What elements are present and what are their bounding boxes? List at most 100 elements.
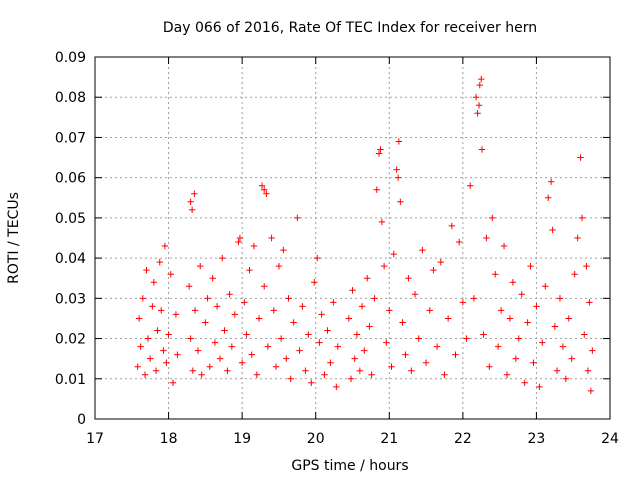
x-tick-label: 20 bbox=[307, 431, 325, 447]
y-tick-label: 0.03 bbox=[55, 291, 86, 307]
data-point bbox=[503, 371, 511, 378]
data-point bbox=[141, 371, 149, 378]
data-point bbox=[358, 303, 366, 310]
data-point bbox=[480, 331, 487, 338]
data-point bbox=[441, 371, 448, 378]
data-point bbox=[231, 311, 238, 318]
y-tick-label: 0.02 bbox=[55, 332, 86, 348]
data-point bbox=[448, 222, 456, 230]
data-point bbox=[478, 75, 485, 83]
data-point bbox=[530, 359, 537, 366]
data-point bbox=[287, 375, 294, 382]
data-point bbox=[345, 315, 353, 322]
data-point bbox=[221, 327, 228, 334]
data-point bbox=[324, 327, 331, 334]
data-point bbox=[388, 363, 395, 370]
data-point bbox=[380, 262, 388, 270]
data-point bbox=[261, 186, 268, 193]
data-point bbox=[455, 238, 463, 246]
data-point bbox=[509, 279, 517, 286]
data-point bbox=[160, 347, 167, 354]
data-point bbox=[415, 335, 422, 342]
data-point bbox=[169, 379, 177, 386]
data-point bbox=[500, 242, 508, 250]
data-point bbox=[521, 379, 528, 386]
data-point bbox=[527, 262, 534, 270]
data-point bbox=[578, 214, 586, 222]
chart-title: Day 066 of 2016, Rate Of TEC Index for r… bbox=[163, 20, 537, 36]
data-point bbox=[228, 343, 236, 350]
data-point bbox=[248, 351, 255, 358]
data-point bbox=[394, 174, 402, 181]
data-points bbox=[134, 75, 596, 395]
data-point bbox=[393, 166, 400, 173]
data-point bbox=[419, 246, 426, 254]
x-tick-label: 19 bbox=[233, 431, 251, 447]
data-point bbox=[272, 363, 280, 370]
data-point bbox=[515, 335, 522, 342]
x-tick-label: 18 bbox=[160, 431, 178, 447]
data-point bbox=[459, 299, 467, 306]
data-point bbox=[587, 387, 595, 395]
data-point bbox=[574, 234, 581, 242]
data-point bbox=[390, 250, 397, 258]
data-point bbox=[366, 323, 373, 330]
data-point bbox=[518, 291, 525, 298]
data-point bbox=[405, 275, 412, 282]
data-point bbox=[188, 206, 196, 214]
data-point bbox=[255, 315, 263, 322]
data-point bbox=[506, 315, 514, 322]
data-point bbox=[430, 266, 437, 274]
x-tick-label: 17 bbox=[86, 431, 104, 447]
data-point bbox=[250, 242, 258, 250]
x-tick-label: 21 bbox=[380, 431, 398, 447]
x-tick-label: 23 bbox=[528, 431, 546, 447]
data-point bbox=[333, 383, 340, 391]
data-point bbox=[399, 319, 406, 326]
data-point bbox=[187, 198, 194, 205]
data-point bbox=[452, 351, 459, 358]
data-point bbox=[308, 379, 315, 386]
data-point bbox=[216, 355, 224, 362]
data-point bbox=[565, 315, 572, 322]
data-point bbox=[313, 254, 321, 262]
data-point bbox=[463, 335, 470, 342]
data-point bbox=[559, 343, 567, 350]
data-point bbox=[586, 299, 593, 306]
data-point bbox=[226, 291, 233, 298]
data-point bbox=[275, 262, 283, 270]
data-point bbox=[197, 262, 204, 270]
data-point bbox=[156, 258, 163, 266]
x-tick-label: 22 bbox=[454, 431, 472, 447]
data-point bbox=[375, 150, 383, 157]
data-point bbox=[158, 307, 165, 314]
data-point bbox=[486, 363, 493, 370]
data-point bbox=[261, 283, 268, 290]
data-point bbox=[280, 246, 287, 254]
y-axis-label: ROTI / TECUs bbox=[6, 192, 22, 284]
data-point bbox=[351, 355, 358, 362]
data-point bbox=[144, 335, 152, 342]
y-tick-label: 0.01 bbox=[55, 372, 86, 388]
y-tick-label: 0.06 bbox=[55, 171, 86, 187]
data-point bbox=[146, 355, 154, 362]
data-point bbox=[395, 138, 403, 145]
data-point bbox=[361, 347, 368, 354]
data-point bbox=[472, 94, 480, 101]
data-point bbox=[209, 275, 216, 282]
data-point bbox=[489, 214, 496, 222]
data-point bbox=[270, 307, 277, 314]
data-point bbox=[551, 323, 559, 330]
data-point bbox=[467, 182, 474, 189]
data-point bbox=[137, 343, 144, 350]
data-point bbox=[285, 295, 292, 302]
data-point bbox=[253, 371, 261, 378]
data-point bbox=[185, 283, 193, 290]
y-tick-label: 0 bbox=[77, 412, 86, 428]
data-point bbox=[294, 214, 301, 222]
data-point bbox=[258, 182, 266, 189]
data-point bbox=[191, 307, 199, 314]
data-point bbox=[316, 339, 323, 346]
y-tick-labels: 0 0.01 0.02 0.03 0.04 0.05 0.06 0.07 0.08 0.09 bbox=[55, 50, 86, 428]
data-point bbox=[311, 279, 318, 286]
